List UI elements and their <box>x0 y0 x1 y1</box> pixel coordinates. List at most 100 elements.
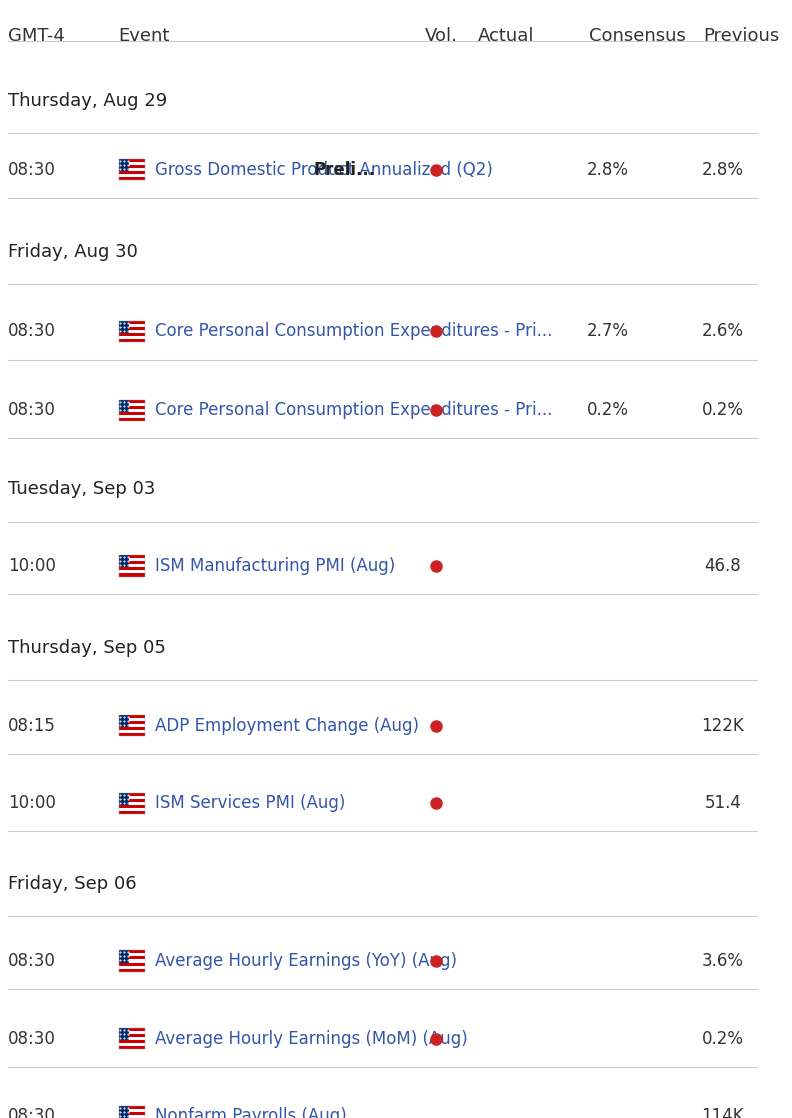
Text: 10:00: 10:00 <box>8 794 55 813</box>
Text: ISM Manufacturing PMI (Aug): ISM Manufacturing PMI (Aug) <box>155 557 395 575</box>
Bar <box>119 727 145 730</box>
Bar <box>119 718 145 721</box>
Bar <box>119 714 145 737</box>
Bar <box>119 811 145 814</box>
Bar <box>119 570 145 574</box>
Bar <box>119 1040 145 1043</box>
Bar <box>119 1027 145 1031</box>
Text: Previous: Previous <box>703 27 780 45</box>
Text: 0.2%: 0.2% <box>587 401 629 419</box>
Bar <box>119 1111 145 1115</box>
Bar <box>119 411 145 415</box>
Bar <box>119 1043 145 1046</box>
Bar <box>119 330 145 333</box>
Bar <box>119 159 145 162</box>
Bar <box>119 1031 145 1034</box>
Bar <box>119 159 129 171</box>
Text: Friday, Aug 30: Friday, Aug 30 <box>8 243 138 260</box>
Bar <box>119 418 145 421</box>
Bar <box>119 321 129 333</box>
Text: 08:30: 08:30 <box>8 1108 55 1118</box>
Text: 2.6%: 2.6% <box>702 322 744 341</box>
Bar <box>119 1034 145 1038</box>
Bar <box>119 950 129 963</box>
Text: GMT-4: GMT-4 <box>8 27 64 45</box>
Bar <box>119 1109 145 1111</box>
Bar <box>119 555 145 558</box>
Bar <box>119 963 145 966</box>
Bar <box>119 321 145 342</box>
Bar <box>119 402 145 406</box>
Bar <box>119 1038 145 1040</box>
Bar <box>119 796 145 798</box>
Text: ISM Services PMI (Aug): ISM Services PMI (Aug) <box>155 794 345 813</box>
Bar <box>119 174 145 178</box>
Text: 0.2%: 0.2% <box>702 1030 744 1048</box>
Text: 2.8%: 2.8% <box>587 161 629 179</box>
Bar <box>119 954 145 956</box>
Bar <box>119 1115 145 1118</box>
Bar <box>119 565 145 567</box>
Bar <box>119 555 145 577</box>
Bar <box>119 968 145 972</box>
Text: ADP Employment Change (Aug): ADP Employment Change (Aug) <box>155 717 419 735</box>
Bar <box>119 966 145 968</box>
Bar <box>119 159 145 180</box>
Bar <box>119 162 145 164</box>
Text: Thursday, Sep 05: Thursday, Sep 05 <box>8 639 166 657</box>
Bar <box>119 950 145 954</box>
Text: Nonfarm Payrolls (Aug): Nonfarm Payrolls (Aug) <box>155 1108 347 1118</box>
Bar <box>119 339 145 342</box>
Text: 122K: 122K <box>702 717 744 735</box>
Bar <box>119 1027 129 1040</box>
Bar <box>119 793 145 796</box>
Bar <box>119 415 145 418</box>
Text: Core Personal Consumption Expenditures - Pri...: Core Personal Consumption Expenditures -… <box>155 322 553 341</box>
Text: 46.8: 46.8 <box>704 557 741 575</box>
Text: 08:30: 08:30 <box>8 322 55 341</box>
Text: 08:30: 08:30 <box>8 401 55 419</box>
Bar <box>119 802 145 805</box>
Text: Tuesday, Sep 03: Tuesday, Sep 03 <box>8 481 155 499</box>
Bar <box>119 555 129 567</box>
Bar <box>119 714 129 727</box>
Bar <box>119 399 145 421</box>
Bar <box>119 399 129 411</box>
Text: 2.8%: 2.8% <box>702 161 744 179</box>
Bar <box>119 321 145 324</box>
Bar <box>119 168 145 171</box>
Bar <box>119 399 145 402</box>
Bar <box>119 561 145 565</box>
Text: 10:00: 10:00 <box>8 557 55 575</box>
Text: 114K: 114K <box>702 1108 744 1118</box>
Text: Consensus: Consensus <box>589 27 686 45</box>
Bar <box>119 567 145 570</box>
Bar <box>119 406 145 409</box>
Bar <box>119 805 145 808</box>
Bar <box>119 1106 145 1109</box>
Text: 08:15: 08:15 <box>8 717 55 735</box>
Text: 08:30: 08:30 <box>8 951 55 970</box>
Bar <box>119 798 145 802</box>
Text: Core Personal Consumption Expenditures - Pri...: Core Personal Consumption Expenditures -… <box>155 401 553 419</box>
Text: Gross Domestic Product Annualized (Q2): Gross Domestic Product Annualized (Q2) <box>155 161 493 179</box>
Bar <box>119 1106 129 1118</box>
Bar <box>119 733 145 737</box>
Text: Vol.: Vol. <box>425 27 457 45</box>
Bar <box>119 793 145 814</box>
Text: Average Hourly Earnings (MoM) (Aug): Average Hourly Earnings (MoM) (Aug) <box>155 1030 468 1048</box>
Bar <box>119 574 145 577</box>
Bar <box>119 1027 145 1050</box>
Bar <box>119 409 145 411</box>
Text: 08:30: 08:30 <box>8 1030 55 1048</box>
Bar <box>119 721 145 724</box>
Bar <box>119 1046 145 1050</box>
Bar <box>119 178 145 180</box>
Bar <box>119 1106 145 1118</box>
Bar <box>119 730 145 733</box>
Bar <box>119 959 145 963</box>
Text: Friday, Sep 06: Friday, Sep 06 <box>8 874 136 892</box>
Bar <box>119 324 145 326</box>
Text: Average Hourly Earnings (YoY) (Aug): Average Hourly Earnings (YoY) (Aug) <box>155 951 457 970</box>
Bar <box>119 333 145 337</box>
